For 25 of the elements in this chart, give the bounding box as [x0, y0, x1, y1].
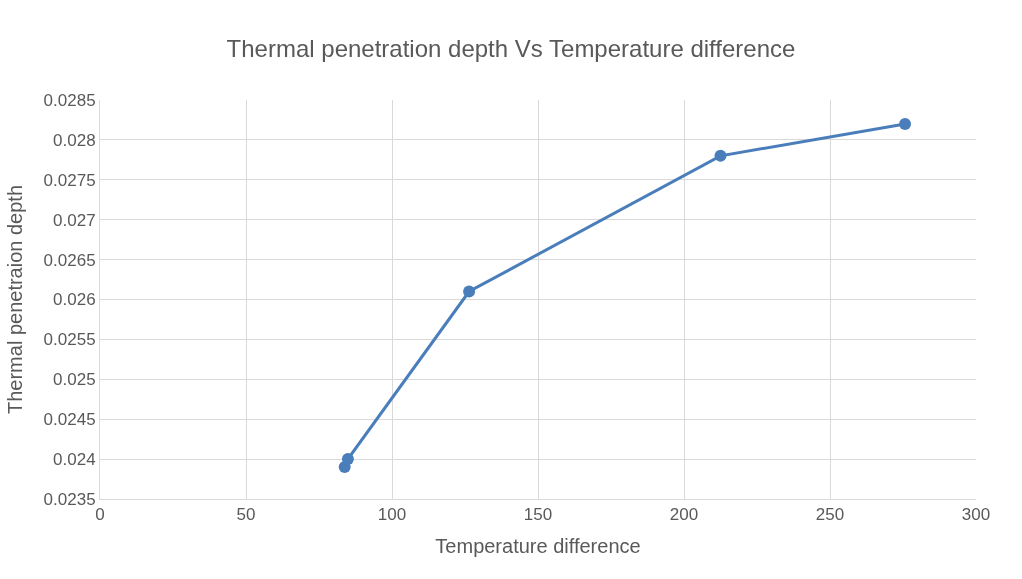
x-tick-label: 100	[377, 505, 407, 525]
x-tick-label: 300	[961, 505, 991, 525]
y-tick-label: 0.0265	[43, 250, 96, 270]
x-tick-label: 0	[95, 505, 105, 525]
point	[463, 285, 476, 298]
y-tick-label: 0.0245	[43, 410, 96, 430]
x-tick-label: 200	[669, 505, 699, 525]
y-tick-label: 0.0275	[43, 170, 96, 190]
point	[714, 149, 727, 162]
y-tick-label: 0.024	[53, 450, 96, 470]
point	[899, 117, 912, 130]
chart-title: Thermal penetration depth Vs Temperature difference	[226, 35, 796, 63]
x-tick-label: 250	[815, 505, 845, 525]
y-tick-label: 0.0255	[43, 330, 96, 350]
y-axis-title: Thermal penetraion depth	[4, 184, 27, 415]
x-tick-label: 150	[523, 505, 553, 525]
x-tick-label: 50	[236, 505, 256, 525]
point	[341, 453, 354, 466]
y-tick-label: 0.028	[53, 130, 96, 150]
x-axis-title: Temperature difference	[435, 534, 641, 557]
y-tick-label: 0.0235	[43, 489, 96, 509]
y-tick-label: 0.0285	[43, 90, 96, 110]
y-tick-label: 0.027	[53, 210, 96, 230]
y-tick-label: 0.026	[53, 290, 96, 310]
y-tick-label: 0.025	[53, 370, 96, 390]
